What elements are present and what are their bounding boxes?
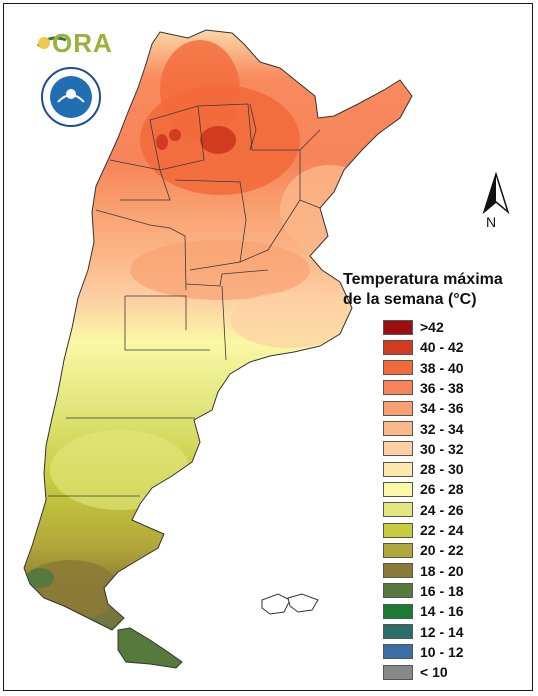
legend-label: 24 - 26	[420, 501, 464, 518]
legend-swatch	[383, 583, 413, 599]
north-label: N	[486, 214, 497, 230]
legend-swatch	[383, 563, 413, 579]
legend-item: 24 - 26	[383, 501, 464, 519]
legend-item: 28 - 30	[383, 460, 464, 478]
legend-label: 32 - 34	[420, 420, 464, 437]
legend-title-line-1: Temperatura máxima	[343, 271, 503, 288]
legend-swatch	[383, 461, 413, 477]
malvinas-islands	[261, 593, 319, 615]
tierra-del-fuego	[117, 627, 183, 669]
legend-swatch	[383, 481, 413, 497]
legend-swatch	[383, 319, 413, 335]
legend-swatch	[383, 502, 413, 518]
north-arrow-icon	[482, 172, 510, 214]
province-borders	[48, 103, 321, 497]
legend-swatch	[383, 624, 413, 639]
legend-label: 28 - 30	[420, 461, 464, 478]
legend-label: < 10	[420, 664, 448, 681]
legend-item: 40 - 42	[383, 338, 464, 356]
legend-item: 34 - 36	[383, 399, 464, 417]
legend-item: 18 - 20	[383, 562, 464, 580]
ora-logo-icon	[36, 36, 67, 49]
legend-label: 14 - 16	[420, 603, 464, 620]
legend-label: 22 - 24	[420, 522, 464, 538]
legend-swatch	[383, 522, 413, 538]
legend-label: 30 - 32	[420, 440, 464, 457]
map-frame	[3, 3, 533, 691]
legend-label: 10 - 12	[420, 643, 464, 660]
legend-title: Temperatura máxima de la semana (°C)	[343, 270, 533, 310]
legend-label: >42	[420, 319, 444, 335]
legend-label: 38 - 40	[420, 359, 464, 376]
legend-swatch	[383, 339, 413, 355]
legend-item: 30 - 32	[383, 440, 464, 458]
legend-item: 22 - 24	[383, 521, 464, 539]
legend-swatch	[383, 644, 413, 660]
legend-item: 20 - 22	[383, 541, 464, 559]
legend-label: 36 - 38	[420, 379, 464, 396]
legend-swatch	[383, 360, 413, 376]
legend-item: 32 - 34	[383, 420, 464, 438]
legend-item: 12 - 14	[383, 623, 464, 641]
legend-item: 10 - 12	[383, 643, 464, 661]
legend-swatch	[383, 441, 413, 457]
legend-item: < 10	[383, 663, 448, 681]
legend-item: 38 - 40	[383, 359, 464, 377]
legend-item: 26 - 28	[383, 480, 464, 498]
legend-label: 18 - 20	[420, 562, 464, 579]
legend-label: 16 - 18	[420, 582, 464, 599]
legend-label: 40 - 42	[420, 339, 464, 356]
legend-title-line-2: de la semana (°C)	[343, 291, 477, 308]
legend-swatch	[383, 603, 413, 619]
legend-label: 26 - 28	[420, 481, 464, 498]
legend-swatch	[383, 380, 413, 396]
legend-label: 20 - 22	[420, 542, 464, 559]
legend-item: >42	[383, 318, 444, 336]
legend-label: 12 - 14	[420, 623, 464, 640]
legend-swatch	[383, 664, 413, 680]
ora-logo-text: ORA	[52, 28, 113, 58]
smn-seal-icon	[41, 67, 101, 127]
legend-item: 14 - 16	[383, 602, 464, 620]
legend-item: 16 - 18	[383, 582, 464, 600]
legend-swatch	[383, 421, 413, 436]
legend-swatch	[383, 400, 413, 416]
legend-swatch	[383, 542, 413, 558]
legend-item: 36 - 38	[383, 379, 464, 397]
legend-label: 34 - 36	[420, 400, 464, 417]
